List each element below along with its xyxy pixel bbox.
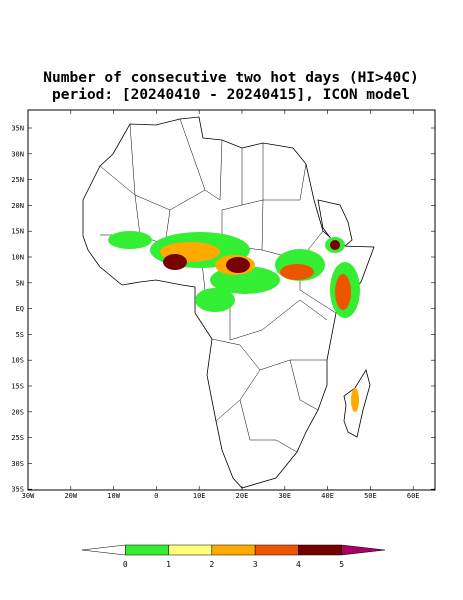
title-line: Number of consecutive two hot days (HI>4…: [43, 70, 418, 86]
lat-tick-label: 15S: [11, 383, 24, 391]
arabia: [317, 199, 353, 247]
heat-patches: [108, 231, 360, 412]
heat-patch: [226, 257, 250, 273]
colorbar-label: 2: [209, 560, 214, 569]
colorbar-segment: [81, 544, 126, 556]
colorbar-segment: [168, 544, 213, 556]
heat-patch: [195, 288, 235, 312]
lon-tick-label: 10E: [193, 492, 206, 500]
lat-tick-label: 5S: [16, 331, 24, 339]
lon-tick-label: 20E: [236, 492, 249, 500]
lon-tick-label: 30W: [22, 492, 35, 500]
lat-tick-label: 15N: [11, 228, 24, 236]
map: [27, 109, 436, 491]
lon-tick-label: 20W: [64, 492, 77, 500]
lat-tick-label: 20S: [11, 408, 24, 416]
heat-patch: [163, 254, 187, 270]
lat-tick-label: 30S: [11, 460, 24, 468]
colorbar-segment: [211, 544, 256, 556]
colorbar-segment: [298, 544, 342, 556]
colorbar-segment: [254, 544, 299, 556]
lon-tick-label: 50E: [364, 492, 377, 500]
lat-tick-label: 35N: [11, 125, 24, 133]
lat-tick-label: 5N: [16, 279, 24, 287]
colorbar-label: 0: [123, 560, 128, 569]
lon-tick-label: 60E: [407, 492, 420, 500]
heat-patch: [330, 240, 340, 250]
lat-tick-label: 10N: [11, 254, 24, 262]
lat-tick-label: 30N: [11, 150, 24, 158]
lat-tick-label: 10S: [11, 357, 24, 365]
colorbar: 0 1 2 3 4 5: [81, 544, 386, 569]
colorbar-label: 5: [339, 560, 344, 569]
colorbar-label: 4: [296, 560, 301, 569]
lat-tick-label: EQ: [16, 305, 24, 313]
lat-tick-label: 35S: [11, 486, 24, 494]
axis-ticks: 35N 30N 25N 20N 15N 10N 5N EQ 5S 10S 15S 20S 25S 30S 3…: [11, 110, 435, 500]
lon-tick-label: 0: [154, 492, 158, 500]
lon-tick-label: 30E: [278, 492, 291, 500]
heat-patch: [351, 388, 359, 412]
lon-tick-label: 40E: [321, 492, 334, 500]
colorbar-label: 1: [166, 560, 171, 569]
lat-tick-label: 25N: [11, 176, 24, 184]
title-line: period: [20240410 - 20240415], ICON mode…: [52, 87, 410, 103]
lon-tick-label: 10W: [107, 492, 120, 500]
lat-tick-label: 25S: [11, 434, 24, 442]
colorbar-segment: [341, 544, 386, 556]
colorbar-segment: [125, 544, 169, 556]
heat-patch: [108, 231, 152, 249]
heat-patch: [335, 274, 351, 310]
heat-patch: [280, 264, 314, 280]
colorbar-label: 3: [253, 560, 258, 569]
lat-tick-label: 20N: [11, 202, 24, 210]
